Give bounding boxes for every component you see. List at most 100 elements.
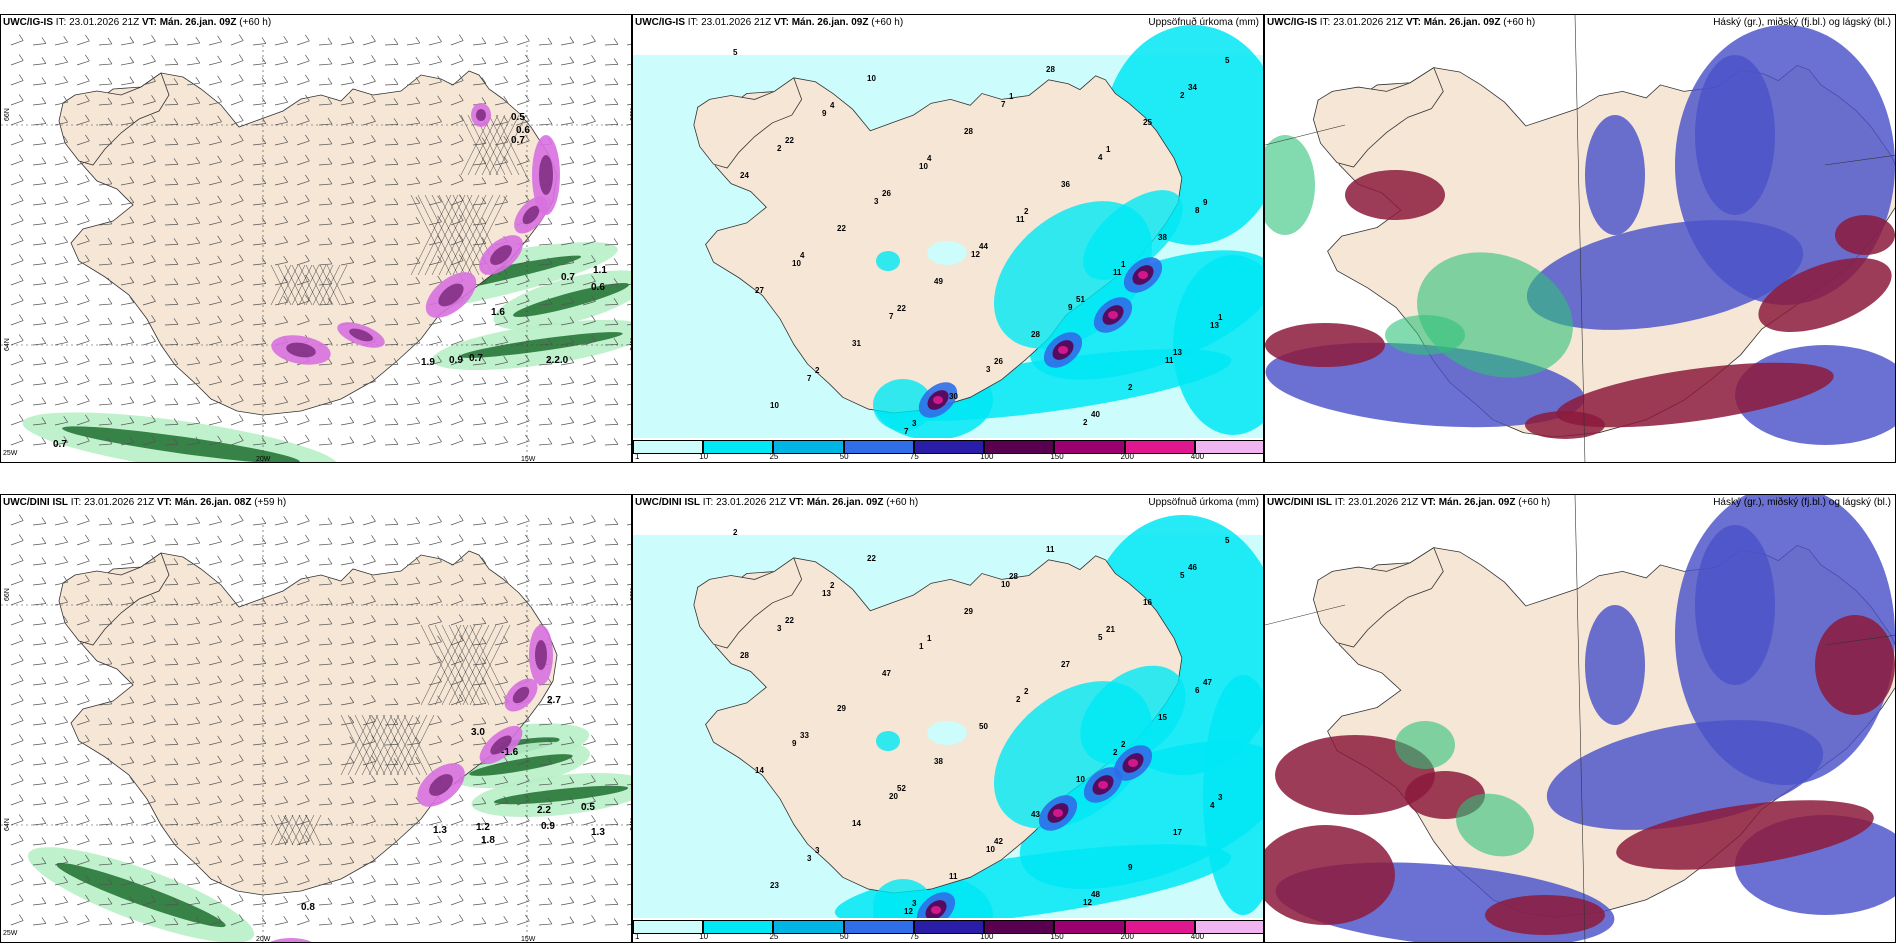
map-canvas xyxy=(1265,495,1895,942)
colorbar-segment xyxy=(773,440,844,454)
high-cloud xyxy=(1835,215,1895,255)
precip-core xyxy=(539,155,553,195)
precip-core xyxy=(535,640,547,670)
precip-value: 38 xyxy=(1158,233,1167,242)
precip-value: 22 xyxy=(837,224,846,233)
precip-value: 13 xyxy=(822,589,831,598)
wind-value: 0.9 xyxy=(541,821,555,832)
precip-value: 24 xyxy=(740,171,749,180)
precip-value: 17 xyxy=(1173,828,1182,837)
grid-line xyxy=(1574,15,1586,462)
precip-value: 2 xyxy=(1121,740,1126,749)
precip-value: 10 xyxy=(1076,775,1085,784)
precip-cell xyxy=(270,938,312,942)
wind-value: 0.7 xyxy=(561,272,575,283)
low-cloud xyxy=(1695,525,1775,685)
precip-value: 48 xyxy=(1091,890,1100,899)
precip-value: 15 xyxy=(1158,713,1167,722)
high-cloud xyxy=(1556,362,1834,428)
precip-value: 4 xyxy=(830,101,835,110)
lon-label: 20W xyxy=(256,456,271,463)
precip-value: 2 xyxy=(777,144,782,153)
precip-value: 28 xyxy=(1046,65,1055,74)
precip-value: 27 xyxy=(1061,660,1070,669)
precip-value: 10 xyxy=(986,845,995,854)
precip-colorbar: 1 10 25 50 75 100 150 200 400 xyxy=(633,918,1263,942)
precip-core xyxy=(476,109,486,121)
precip-value: 36 xyxy=(1061,180,1070,189)
mid-cloud xyxy=(1385,315,1465,355)
precip-value: 2 xyxy=(1024,207,1029,216)
precip-value: 1 xyxy=(919,642,924,651)
precip-core xyxy=(490,735,512,755)
colorbar-tick: 25 xyxy=(769,932,779,941)
precip-value: 6 xyxy=(1195,686,1200,695)
precip-area xyxy=(927,721,967,745)
precip-value: 2 xyxy=(1180,91,1185,100)
map-canvas: 5442112311942226403422264451131010283638… xyxy=(633,15,1263,462)
precip-area xyxy=(1080,665,1186,765)
map-canvas: 66N 64N 66N 64N 20W 15W 25W -1.6 3.0 1.3 1.2 2.2 0.5… xyxy=(1,495,631,943)
wind-value: 0.7 xyxy=(511,135,525,146)
lead-time: (+60 h) xyxy=(883,497,919,508)
wind-value: 1.3 xyxy=(591,827,605,838)
wind-value: -1.6 xyxy=(501,747,519,758)
westfjords-land xyxy=(693,77,803,169)
precip-value: 40 xyxy=(1091,410,1100,419)
colorbar-tick: 150 xyxy=(1050,452,1064,461)
map-panel-precip-1: UWC/DINI ISL IT: 23.01.2026 21Z VT: Mán.… xyxy=(632,494,1264,943)
colorbar-tick: 100 xyxy=(980,452,994,461)
precip-value: 25 xyxy=(1143,118,1152,127)
precip-colorbar: 1 10 25 50 75 100 150 200 400 xyxy=(633,438,1263,462)
peak-precip xyxy=(1098,781,1108,789)
lead-time: (+60 h) xyxy=(1500,17,1536,28)
colorbar-tick: 100 xyxy=(980,932,994,941)
lat-label: 64N xyxy=(4,818,11,831)
precip-value: 22 xyxy=(897,304,906,313)
low-cloud xyxy=(1526,220,1804,330)
precip-value: 5 xyxy=(733,48,738,57)
wind-value: 2.2.0 xyxy=(546,355,569,366)
colorbar-tick: 50 xyxy=(839,932,849,941)
peak-precip xyxy=(1058,346,1068,354)
precip-value: 51 xyxy=(1076,295,1085,304)
init-time: IT: 23.01.2026 21Z xyxy=(68,497,157,508)
precip-value: 27 xyxy=(755,286,764,295)
lon-label: 15W xyxy=(521,936,536,943)
wind-value: 2.2 xyxy=(537,805,551,816)
precip-value: 9 xyxy=(1128,863,1133,872)
init-time: IT: 23.01.2026 21Z xyxy=(700,497,789,508)
precip-core xyxy=(490,245,512,265)
colorbar-tick: 200 xyxy=(1120,932,1134,941)
low-cloud xyxy=(1585,605,1645,725)
wind-value: 1.2 xyxy=(476,822,490,833)
precip-value: 2 xyxy=(830,581,835,590)
lead-time: (+59 h) xyxy=(251,497,287,508)
precip-value: 11 xyxy=(1016,215,1025,224)
wind-value: 1.1 xyxy=(593,265,607,276)
init-time: IT: 23.01.2026 21Z xyxy=(1332,497,1421,508)
model-name: UWC/IG-IS xyxy=(635,17,685,28)
grid-line xyxy=(1824,154,1895,166)
wind-value: 0.5 xyxy=(511,112,525,123)
precip-value: 13 xyxy=(1173,348,1182,357)
precip-area xyxy=(1083,190,1183,280)
wind-barbs xyxy=(10,34,631,446)
precip-value: 1 xyxy=(927,634,932,643)
lon-label: 25W xyxy=(3,930,18,937)
iceland-land xyxy=(62,550,558,896)
precip-value: 14 xyxy=(852,819,861,828)
precip-value: 30 xyxy=(949,392,958,401)
wind-value: 0.6 xyxy=(516,125,530,136)
colorbar-tick: 400 xyxy=(1190,452,1205,461)
precip-value: 33 xyxy=(800,731,809,740)
lon-label: 20W xyxy=(256,936,271,943)
precip-core xyxy=(522,205,540,225)
wind-value: 1.6 xyxy=(491,307,505,318)
precip-area xyxy=(927,241,967,265)
colorbar-segment xyxy=(913,920,985,934)
precip-value: 21 xyxy=(1106,625,1115,634)
colorbar-segment xyxy=(984,920,1055,934)
colorbar-tick: 50 xyxy=(839,452,849,461)
grid-line xyxy=(1265,604,1346,626)
